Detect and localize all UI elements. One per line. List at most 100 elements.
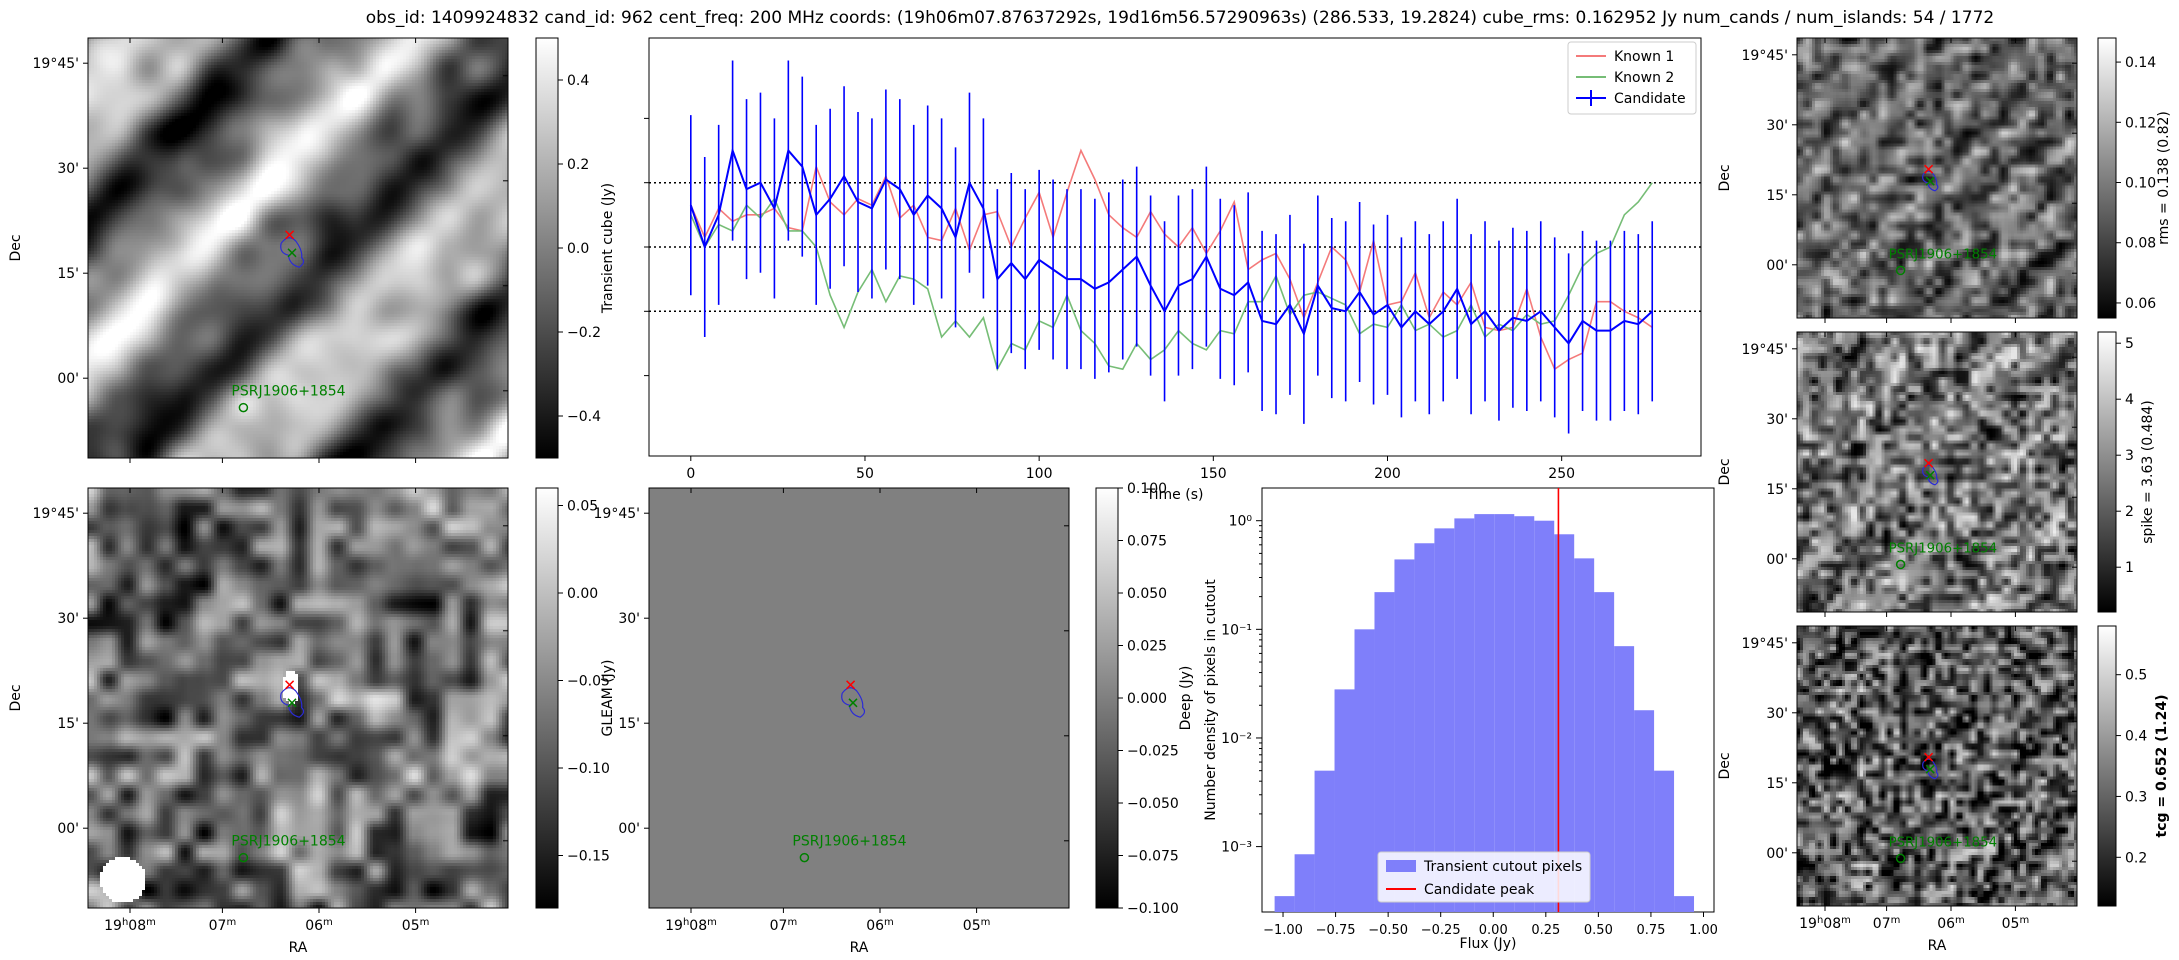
dec-tick-label: 19°45' [1742,48,1788,64]
spike-panel: 19°45' 30' 15' 00' Dec PSRJ1906+1854 5 4 3 2 1 spik… [1717,331,2156,617]
histogram-bar [1414,543,1435,912]
dec-tick-label: 15' [57,266,79,282]
colorbar-tick-label: 0.075 [1127,534,1167,550]
ra-axis-label: RA [850,940,869,956]
known-source-label: PSRJ1906+1854 [231,834,345,850]
dec-tick-label: 30' [1766,412,1788,428]
series-line-known-1 [690,148,1653,371]
peak-marker [846,680,856,690]
histogram-bar [1454,518,1475,912]
histogram-bar [1274,896,1295,912]
colorbar-tick-label: 0.0 [567,241,589,257]
colorbar-tick-label: 0.4 [567,73,589,89]
dec-tick-label: 30' [618,611,640,627]
histogram-ylabel: Number density of pixels in cutout [1203,579,1219,821]
histogram-bar [1334,689,1355,912]
sky-image-frame [1796,37,2078,319]
histogram-bar [1394,559,1415,912]
colorbar-tick-label: 0.3 [2125,789,2147,805]
candidate-marker [287,248,297,258]
colorbar-tick-label: 0.14 [2125,55,2156,71]
sky-image [1797,626,2077,906]
dec-tick-label: 00' [1766,846,1788,862]
legend-known2-label: Known 2 [1614,70,1674,86]
x-tick-label: 250 [1548,466,1575,482]
colorbar-label: Deep (Jy) [1178,666,1194,731]
histogram-bar [1354,629,1375,912]
dec-tick-label: 19°45' [1742,342,1788,358]
known-source-marker [1895,853,1906,864]
ra-tick-label: 19h08m [665,917,717,934]
dec-tick-label: 00' [1766,552,1788,568]
sky-image-frame [87,37,509,459]
colorbar-tick-label: 1 [2125,560,2134,576]
colorbar-tick-label: 0.100 [1127,481,1167,497]
x-tick-label: 0.00 [1479,923,1508,938]
dec-tick-label: 15' [1766,482,1788,498]
colorbar-tick-label: −0.05 [567,674,610,690]
sky-image-frame [1796,331,2078,613]
x-tick-label: 100 [1026,466,1053,482]
known-source-marker [799,852,810,863]
colorbar-tick-label: 4 [2125,392,2134,408]
histogram-legend: Transient cutout pixels Candidate peak [1377,851,1591,903]
colorbar-tick-label: 0.08 [2125,236,2156,252]
series-line-candidate [689,146,1653,346]
colorbar-tick-label: −0.2 [567,325,601,341]
colorbar-tick-label: 0.10 [2125,176,2156,192]
legend-box [1377,851,1591,903]
deep-panel: 19°45' 30' 15' 00' 19h08m 07m 06m 05m RA PSRJ1906… [594,481,1194,956]
dec-tick-label: 15' [1766,188,1788,204]
dec-axis-label: Dec [1717,752,1733,779]
ra-tick-label: 07m [770,917,798,934]
x-tick-label: 50 [856,466,874,482]
x-tick-label: −0.25 [1421,923,1461,938]
known-source-marker [1895,559,1906,570]
histogram-xlabel: Flux (Jy) [1460,936,1517,952]
colorbar-tick-label: 3 [2125,448,2134,464]
x-tick-label: 0.25 [1531,923,1560,938]
ra-tick-label: 05m [963,917,991,934]
colorbar-tick-label: 0.050 [1127,586,1167,602]
ra-tick-label: 05m [2002,915,2030,932]
histogram-bar [1434,528,1455,912]
histogram-bar [1534,520,1555,912]
dec-axis-label: Dec [8,234,24,261]
colorbar-tick-label: −0.15 [567,849,610,865]
legend-hist-label: Transient cutout pixels [1423,859,1582,875]
colorbar-tick-label: 0.05 [567,499,598,515]
candidate-marker [848,698,858,708]
legend-hist-swatch [1386,860,1416,872]
colorbar [2097,625,2117,907]
colorbar [535,37,559,459]
sky-image [1797,332,2077,612]
candidate-contour [280,237,305,268]
colorbar-label: rms = 0.138 (0.82) [2156,111,2172,245]
colorbar-tick-label: 0.025 [1127,639,1167,655]
sky-image [1797,38,2077,318]
x-tick-label: −0.75 [1316,923,1356,938]
sky-image-frame [87,487,509,909]
dec-tick-label: 19°45' [33,506,79,522]
rms-panel: 19°45' 30' 15' 00' Dec PSRJ1906+1854 0.14 0.12 0… [1717,37,2172,323]
light-curve-chart: 0 50 100 150 200 250 Time (s) Known 1 Known 2… [644,37,1702,503]
known-source-marker [1895,265,1906,276]
candidate-contour [841,687,866,718]
sky-image [88,38,508,458]
flux-histogram-chart: −1.00 −0.75 −0.50 −0.25 0.00 0.25 0.50 0.75 1.00… [1203,487,1718,952]
series-line-known-2 [690,182,1653,372]
x-tick-label: 0 [686,466,695,482]
ra-tick-label: 07m [209,917,237,934]
dec-tick-label: 19°45' [594,506,640,522]
ra-tick-label: 19h08m [104,917,156,934]
candidate-contour [280,687,305,718]
colorbar-tick-label: −0.025 [1127,744,1179,760]
legend-known1-label: Known 1 [1614,49,1674,65]
dec-tick-label: 19°45' [33,56,79,72]
colorbar-label: GLEAM (Jy) [600,660,616,737]
histogram-bar [1614,646,1635,912]
dec-axis-label: Dec [1717,458,1733,485]
ra-tick-label: 06m [305,917,333,934]
ra-tick-label: 05m [402,917,430,934]
